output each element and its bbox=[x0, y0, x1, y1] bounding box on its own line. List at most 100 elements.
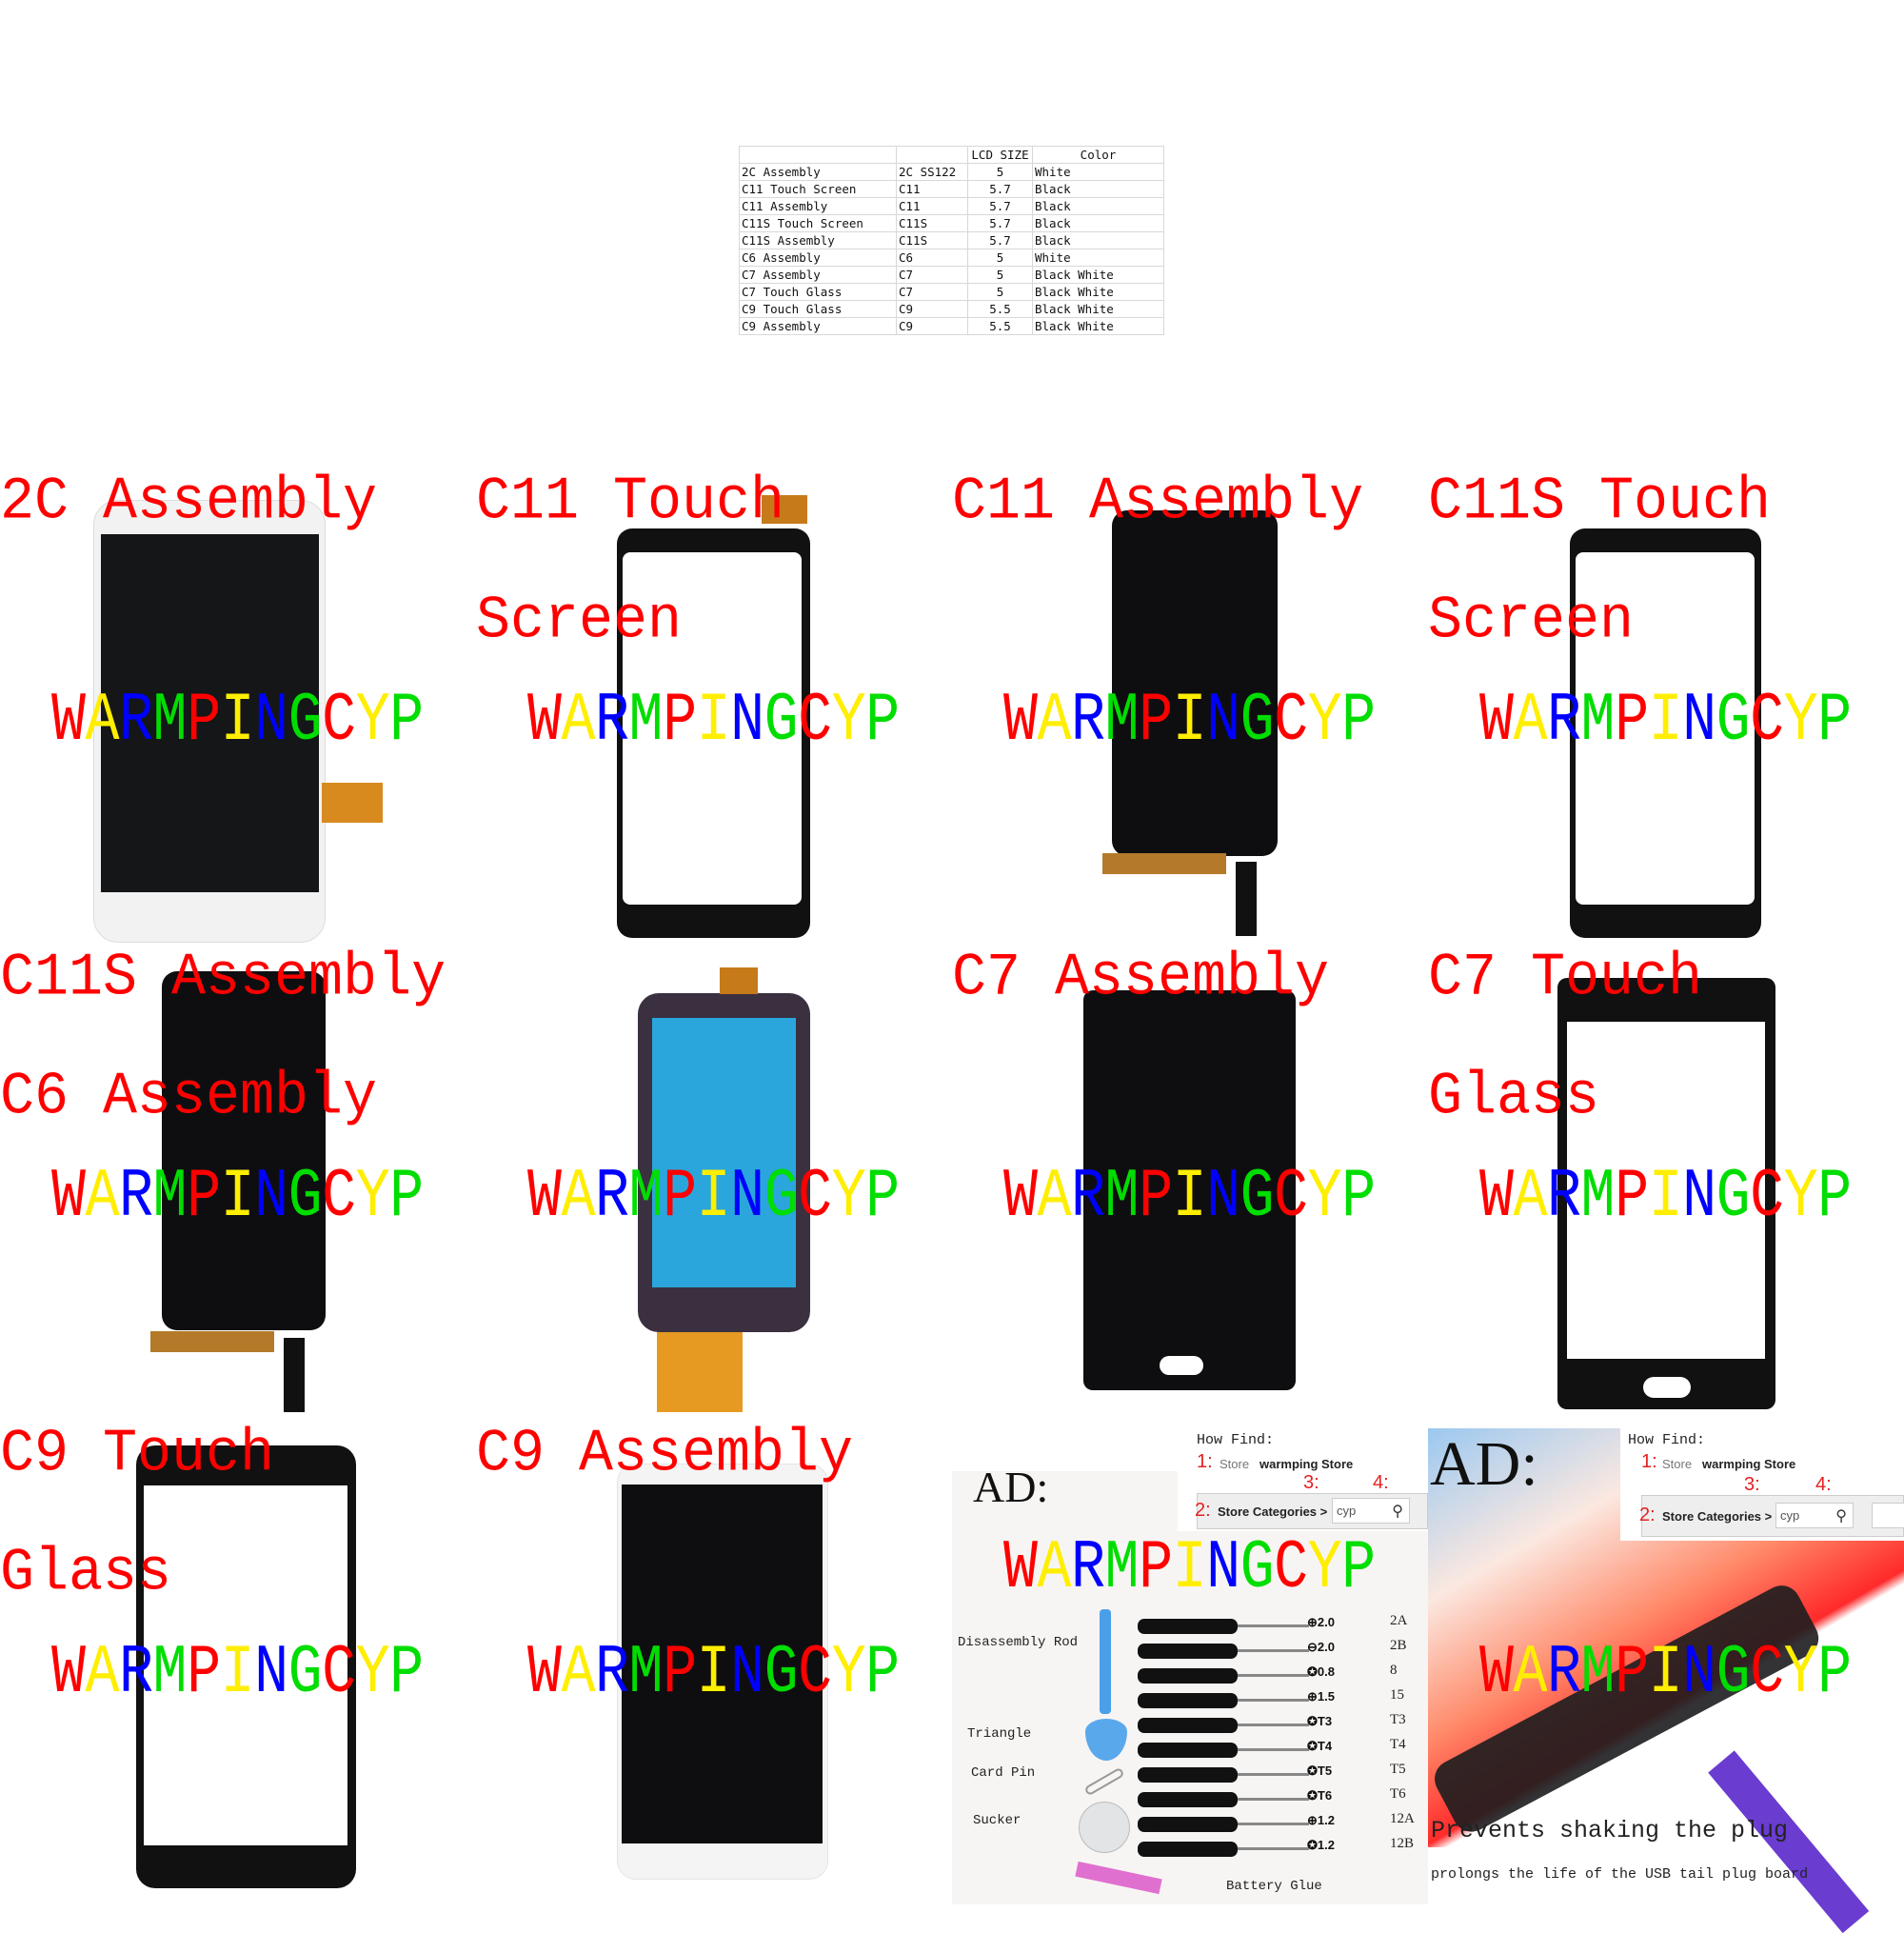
watermark-letter: C bbox=[1750, 1159, 1784, 1237]
step-number: 3: bbox=[1303, 1472, 1319, 1493]
how-find-title: How Find: bbox=[1628, 1432, 1706, 1448]
table-cell: C11S bbox=[896, 214, 968, 232]
tool-label-card-pin: Card Pin bbox=[971, 1765, 1036, 1781]
step-number: 4: bbox=[1815, 1474, 1832, 1495]
watermark-letter: I bbox=[1648, 1635, 1683, 1713]
watermark: WARMPINGCYP bbox=[51, 1164, 424, 1232]
watermark: WARMPINGCYP bbox=[51, 1640, 424, 1708]
table-cell: 5.7 bbox=[967, 197, 1033, 215]
table-row: C7 Assembly C7 5 Black White bbox=[739, 266, 1164, 284]
store-search-input[interactable]: cyp ⚲ bbox=[1332, 1498, 1410, 1524]
ad-tools-panel bbox=[952, 1471, 1428, 1904]
watermark-letter: C bbox=[1274, 1159, 1308, 1237]
watermark-letter: A bbox=[561, 1635, 596, 1713]
watermark-letter: A bbox=[1037, 683, 1072, 761]
watermark-letter: P bbox=[1341, 1159, 1376, 1237]
watermark-letter: P bbox=[187, 1635, 221, 1713]
table-cell: Black bbox=[1032, 231, 1164, 249]
watermark-letter: A bbox=[85, 1635, 120, 1713]
disassembly-rod-icon bbox=[1100, 1609, 1111, 1714]
store-name: warmping Store bbox=[1259, 1457, 1354, 1471]
watermark-letter: W bbox=[527, 1159, 562, 1237]
watermark-letter: G bbox=[1716, 1159, 1751, 1237]
step-number: 2: bbox=[1195, 1500, 1211, 1521]
flex-cable bbox=[1102, 853, 1226, 874]
step-number: 1: bbox=[1641, 1451, 1657, 1472]
watermark-letter: P bbox=[187, 683, 221, 761]
screwdriver-handle bbox=[1138, 1767, 1238, 1783]
phone-c11-assembly bbox=[1112, 510, 1278, 856]
table-row: C9 Touch Glass C9 5.5 Black White bbox=[739, 300, 1164, 318]
watermark-letter: R bbox=[595, 1159, 629, 1237]
table-row: C7 Touch Glass C7 5 Black White bbox=[739, 283, 1164, 301]
input-box[interactable] bbox=[1872, 1503, 1904, 1528]
store-search-input[interactable]: cyp ⚲ bbox=[1775, 1503, 1854, 1528]
table-cell: C11S Assembly bbox=[739, 231, 897, 249]
screwdriver-tip-code: ✪T4 bbox=[1307, 1739, 1333, 1753]
phone-c7-assembly bbox=[1083, 990, 1296, 1390]
table-cell: 5.7 bbox=[967, 214, 1033, 232]
ad-title: AD: bbox=[973, 1463, 1049, 1511]
table-cell: 5.5 bbox=[967, 317, 1033, 335]
table-cell: Black White bbox=[1032, 317, 1164, 335]
watermark-letter: W bbox=[527, 1635, 562, 1713]
watermark-letter: M bbox=[628, 1635, 664, 1713]
table-cell: White bbox=[1032, 249, 1164, 267]
store-categories-link[interactable]: Store Categories > bbox=[1218, 1505, 1328, 1519]
table-cell: 5 bbox=[967, 283, 1033, 301]
screwdriver-handle bbox=[1138, 1644, 1238, 1659]
search-value: cyp bbox=[1337, 1504, 1357, 1518]
watermark: WARMPINGCYP bbox=[1479, 688, 1852, 756]
watermark-letter: P bbox=[865, 1159, 900, 1237]
screwdriver-tip-code: ✪1.2 bbox=[1307, 1838, 1335, 1852]
watermark-letter: W bbox=[1003, 1159, 1038, 1237]
watermark-letter: P bbox=[1817, 683, 1852, 761]
search-value: cyp bbox=[1780, 1508, 1800, 1523]
watermark-letter: G bbox=[764, 683, 799, 761]
flex-cable bbox=[284, 1338, 305, 1412]
watermark-letter: P bbox=[389, 683, 424, 761]
label-c11s-assembly: C11S Assembly bbox=[0, 945, 446, 1013]
watermark-letter: G bbox=[1240, 1530, 1275, 1608]
how-find-box: How Find: 1: Store warmping Store 3: 4: … bbox=[1620, 1428, 1904, 1541]
screwdriver-shaft bbox=[1238, 1748, 1309, 1751]
search-icon[interactable]: ⚲ bbox=[1835, 1508, 1847, 1525]
home-button bbox=[1160, 1356, 1203, 1375]
screwdriver-key: 12A bbox=[1390, 1811, 1415, 1826]
tool-label-battery-glue: Battery Glue bbox=[1226, 1879, 1322, 1894]
watermark: WARMPINGCYP bbox=[527, 1164, 900, 1232]
watermark-letter: Y bbox=[831, 683, 866, 761]
watermark-letter: C bbox=[1750, 683, 1784, 761]
label-c7-touch-line2: Glass bbox=[1428, 1064, 1600, 1132]
watermark-letter: M bbox=[152, 1635, 188, 1713]
watermark: WARMPINGCYP bbox=[1479, 1164, 1852, 1232]
watermark-letter: G bbox=[764, 1159, 799, 1237]
watermark-letter: A bbox=[1513, 1635, 1548, 1713]
watermark-letter: Y bbox=[1307, 1159, 1342, 1237]
screwdriver-shaft bbox=[1238, 1773, 1309, 1776]
watermark-letter: G bbox=[288, 683, 323, 761]
label-c9-assembly: C9 Assembly bbox=[476, 1421, 854, 1489]
screwdriver-shaft bbox=[1238, 1699, 1309, 1702]
screwdriver-tip-code: ✪0.8 bbox=[1307, 1664, 1335, 1679]
search-icon[interactable]: ⚲ bbox=[1392, 1504, 1403, 1521]
watermark-letter: R bbox=[119, 683, 153, 761]
table-row: C6 Assembly C6 5 White bbox=[739, 249, 1164, 267]
screwdriver-tip-code: ✪T6 bbox=[1307, 1788, 1333, 1803]
table-cell: Black White bbox=[1032, 283, 1164, 301]
label-2c-assembly: 2C Assembly bbox=[0, 468, 378, 537]
watermark-letter: M bbox=[1580, 1159, 1616, 1237]
watermark-letter: C bbox=[1750, 1635, 1784, 1713]
screwdriver-key: T5 bbox=[1390, 1762, 1406, 1777]
step-number: 1: bbox=[1197, 1451, 1213, 1472]
watermark-letter: P bbox=[1139, 1159, 1173, 1237]
phone-glass-window bbox=[623, 552, 802, 905]
screwdriver-shaft bbox=[1238, 1798, 1309, 1801]
phone-glass-window bbox=[144, 1485, 347, 1845]
screwdriver-handle bbox=[1138, 1743, 1238, 1758]
watermark-letter: G bbox=[288, 1159, 323, 1237]
table-cell: 5.7 bbox=[967, 231, 1033, 249]
table-cell: C9 bbox=[896, 300, 968, 318]
table-cell: C9 Assembly bbox=[739, 317, 897, 335]
store-categories-link[interactable]: Store Categories > bbox=[1662, 1509, 1773, 1524]
